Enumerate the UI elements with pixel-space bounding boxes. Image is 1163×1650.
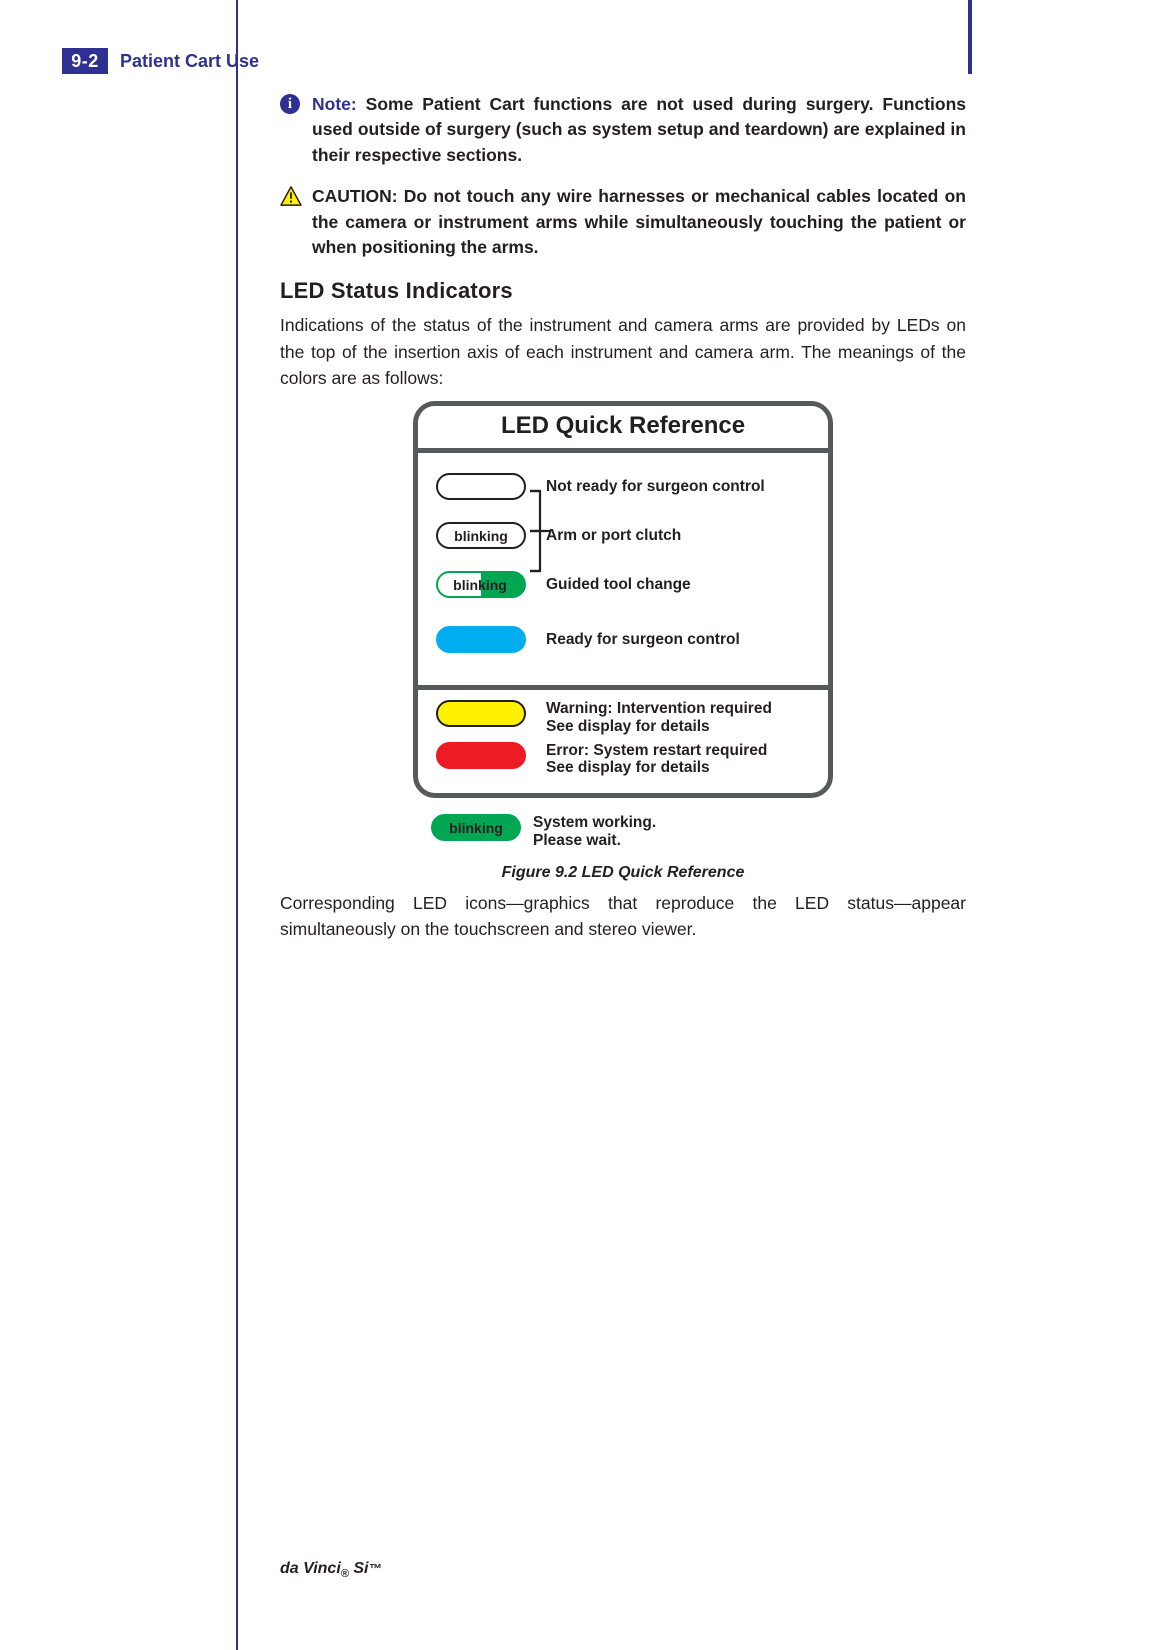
page-number-badge: 9-2 <box>62 48 108 74</box>
led-label-arm-clutch: Arm or port clutch <box>546 527 681 545</box>
led-row-blue: Ready for surgeon control <box>436 626 810 653</box>
led-label-error: Error: System restart required See displ… <box>546 742 767 778</box>
heading-led-status: LED Status Indicators <box>280 278 966 304</box>
caution-text: CAUTION: Do not touch any wire harnesses… <box>312 184 966 260</box>
led-top-group: Not ready for surgeon control blinking A… <box>436 473 810 598</box>
led-label-ready: Ready for surgeon control <box>546 631 740 649</box>
led-label-working-line1: System working. <box>533 814 656 832</box>
led-row-yellow: Warning: Intervention required See displ… <box>436 700 810 736</box>
vertical-rule-left <box>236 0 238 1650</box>
section-title: Patient Cart Use <box>120 51 259 72</box>
led-label-warning-line2: See display for details <box>546 718 772 736</box>
led-label-warning-line1: Warning: Intervention required <box>546 700 772 718</box>
led-row-white: Not ready for surgeon control <box>436 473 810 500</box>
led-card-title: LED Quick Reference <box>418 406 828 453</box>
led-label-working-line2: Please wait. <box>533 832 656 850</box>
note-callout: i Note: Some Patient Cart functions are … <box>280 92 966 168</box>
caution-body: Do not touch any wire harnesses or mecha… <box>312 186 966 257</box>
led-swatch-blue <box>436 626 526 653</box>
led-swatch-green-blinking: blinking <box>431 814 521 841</box>
led-swatch-blinking-white: blinking <box>436 522 526 549</box>
content-area: i Note: Some Patient Cart functions are … <box>280 92 966 942</box>
footer-tm: ™ <box>368 1561 381 1576</box>
info-icon: i <box>280 94 308 168</box>
led-swatch-yellow <box>436 700 526 727</box>
card-divider <box>418 685 828 690</box>
page: 9-2 Patient Cart Use i Note: Some Patien… <box>0 0 1163 1650</box>
led-label-system-working: System working. Please wait. <box>533 814 656 850</box>
led-swatch-blinking-half-green: blinking <box>436 571 526 598</box>
figure-wrap: LED Quick Reference Not ready for surgeo… <box>280 401 966 882</box>
led-swatch-white <box>436 473 526 500</box>
note-body: Some Patient Cart functions are not used… <box>312 94 966 165</box>
footer-model: Si <box>349 1560 369 1577</box>
intro-paragraph: Indications of the status of the instrum… <box>280 312 966 391</box>
led-card-body: Not ready for surgeon control blinking A… <box>418 453 828 793</box>
footer-reg: ® <box>341 1568 349 1580</box>
footer-brand: da Vinci® Si™ <box>280 1560 381 1580</box>
led-row-red: Error: System restart required See displ… <box>436 742 810 778</box>
vertical-rule-top-right <box>968 0 972 74</box>
caution-lead: CAUTION: <box>312 186 398 206</box>
led-label-guided-tool: Guided tool change <box>546 576 691 594</box>
caution-icon <box>280 186 308 260</box>
led-swatch-red <box>436 742 526 769</box>
led-reference-card: LED Quick Reference Not ready for surgeo… <box>413 401 833 798</box>
figure-caption: Figure 9.2 LED Quick Reference <box>413 864 833 882</box>
led-label-not-ready: Not ready for surgeon control <box>546 478 765 496</box>
led-label-error-line1: Error: System restart required <box>546 742 767 760</box>
note-lead: Note: <box>312 94 357 114</box>
led-below-row: blinking System working. Please wait. <box>413 798 833 856</box>
bracket-icon <box>528 479 550 583</box>
led-row-blinking-green: blinking Guided tool change <box>436 571 810 598</box>
footer-brand-name: da Vinci <box>280 1560 341 1577</box>
caution-callout: CAUTION: Do not touch any wire harnesses… <box>280 184 966 260</box>
outro-paragraph: Corresponding LED icons—graphics that re… <box>280 890 966 943</box>
note-text: Note: Some Patient Cart functions are no… <box>312 92 966 168</box>
led-label-error-line2: See display for details <box>546 759 767 777</box>
led-row-blinking-white: blinking Arm or port clutch <box>436 522 810 549</box>
led-label-warning: Warning: Intervention required See displ… <box>546 700 772 736</box>
